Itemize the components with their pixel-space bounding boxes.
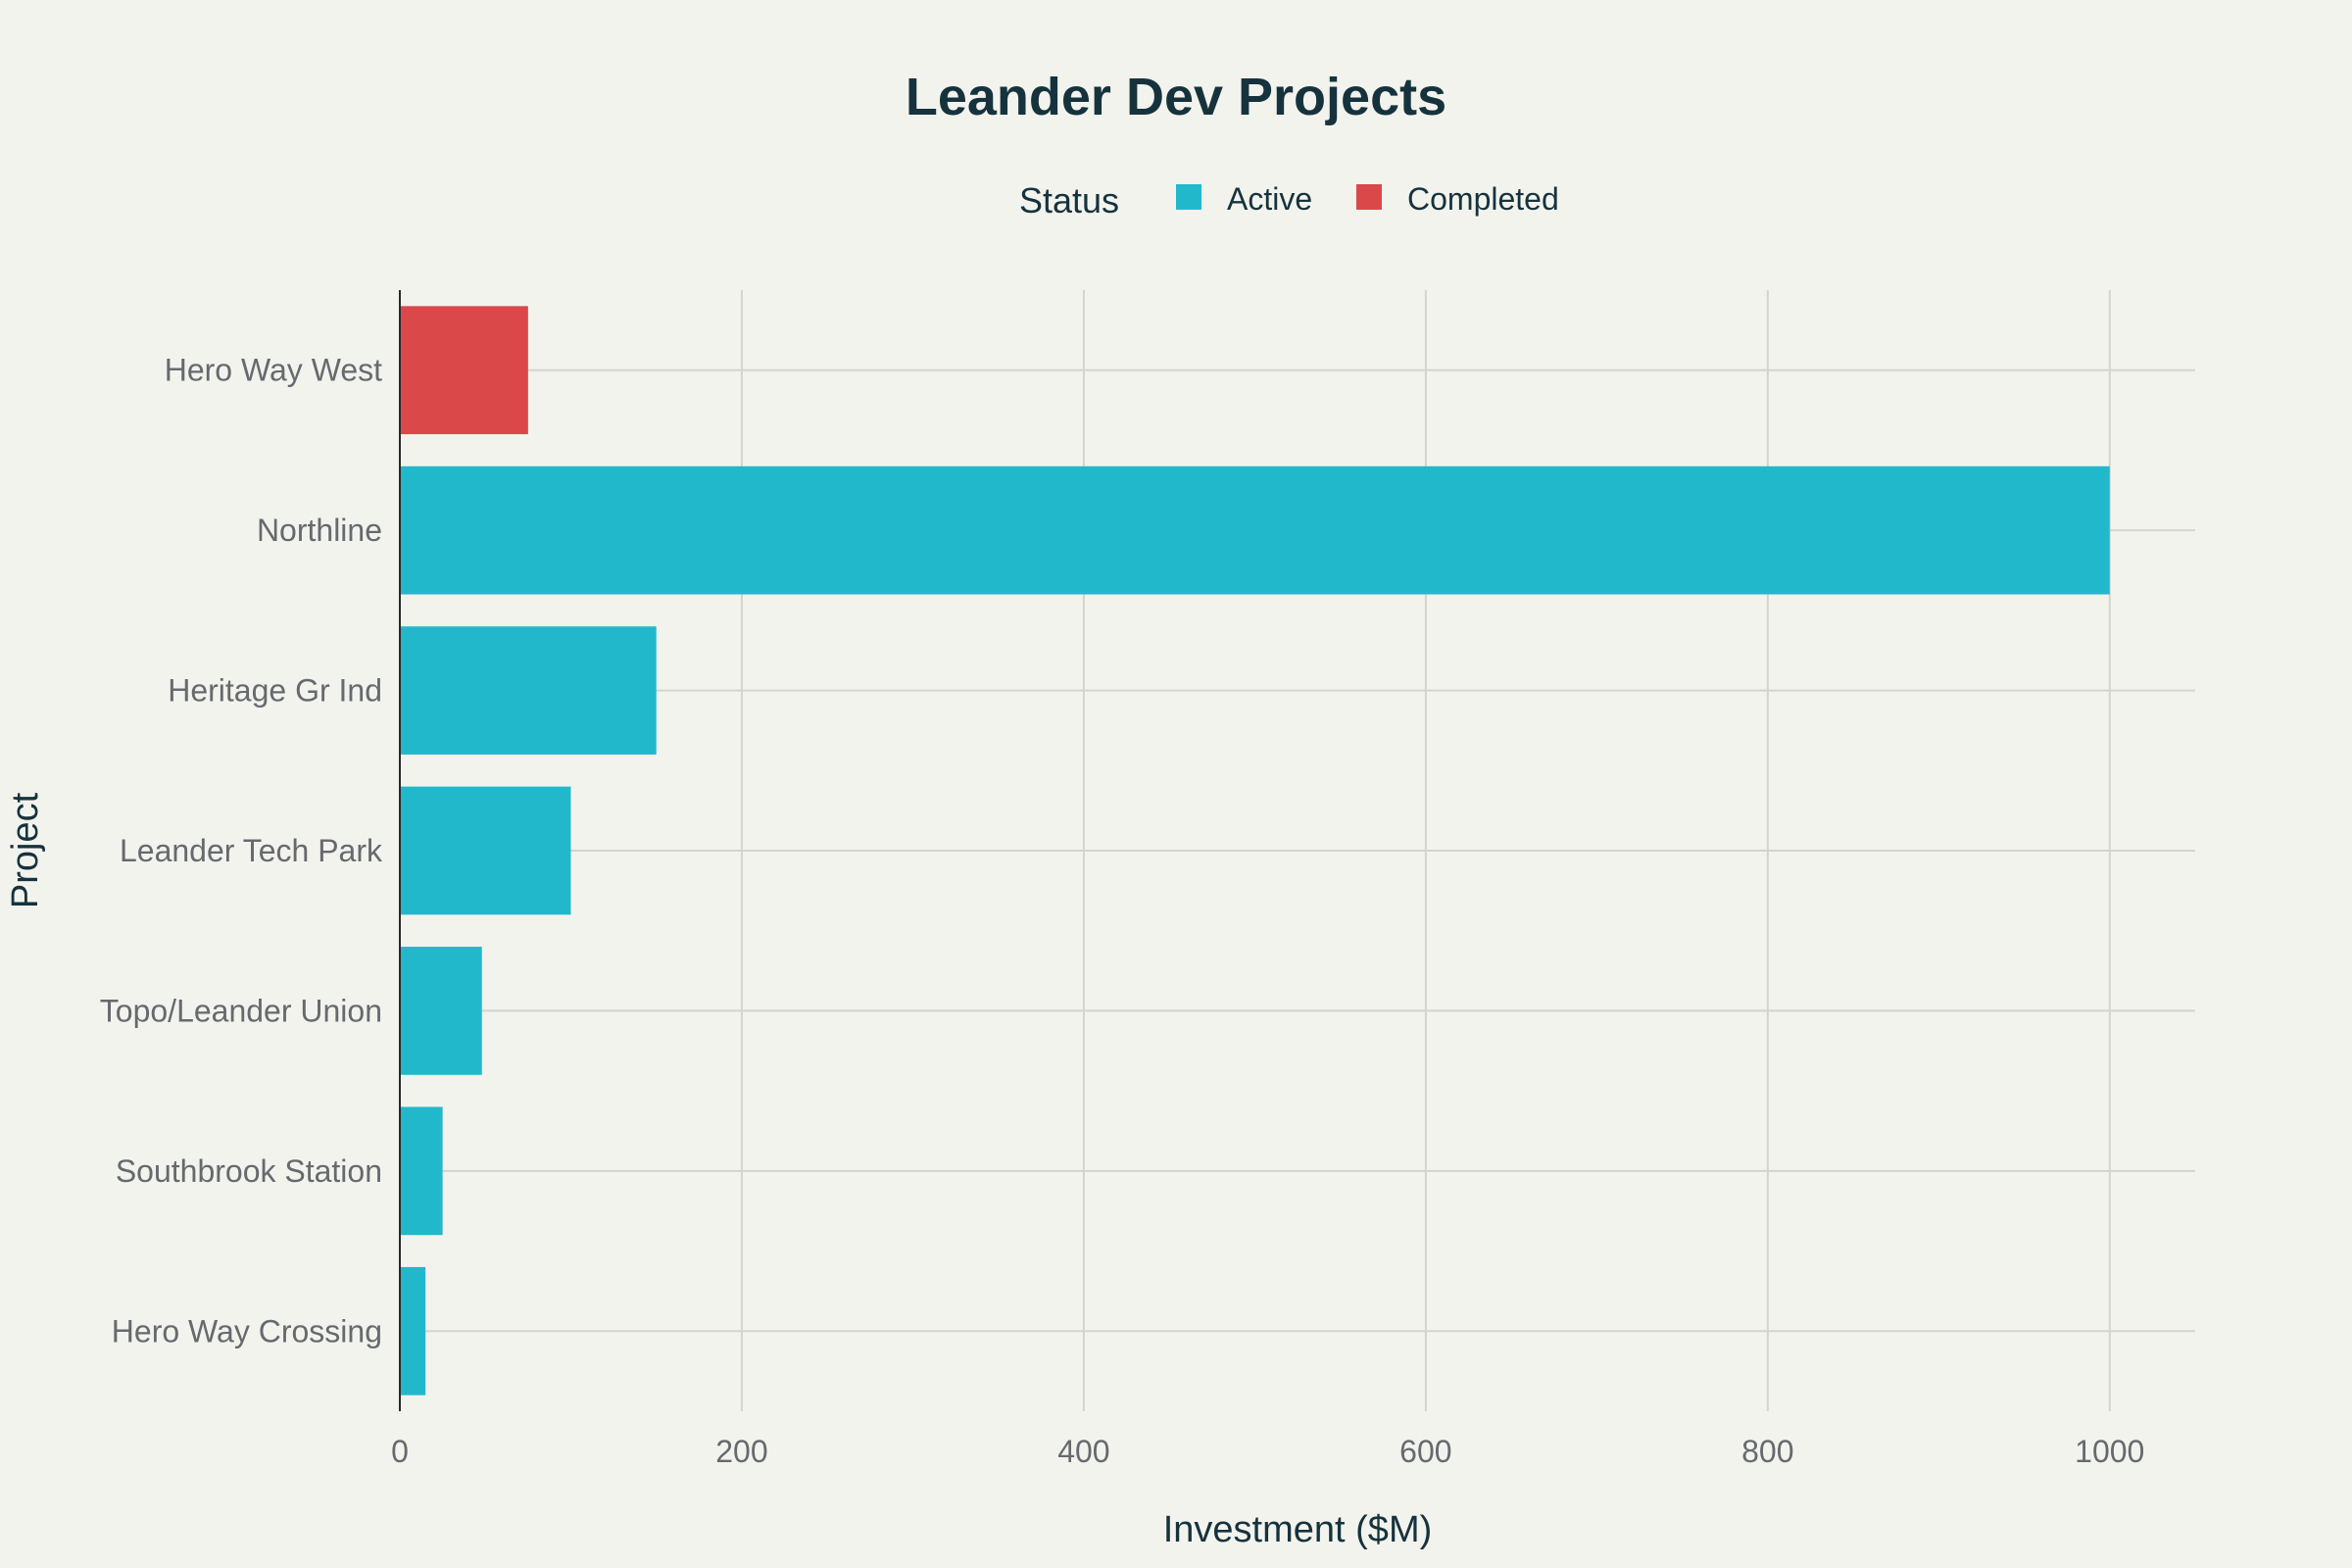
legend-swatch-active [1176, 184, 1201, 210]
bar-hero-way-crossing [400, 1266, 426, 1396]
legend-swatch-completed [1356, 184, 1382, 210]
bar-hero-way-west [400, 306, 528, 435]
y-axis-title: Project [5, 792, 46, 908]
bar-southbrook-station [400, 1106, 443, 1236]
y-tick-label-hero-way-crossing: Hero Way Crossing [112, 1313, 382, 1348]
chart-title: Leander Dev Projects [906, 68, 1446, 126]
y-tick-labels: Hero Way West Northline Heritage Gr Ind Lea… [100, 353, 383, 1349]
x-tick-label-600: 600 [1399, 1434, 1451, 1469]
x-axis-title: Investment ($M) [1163, 1509, 1433, 1550]
x-tick-label-1000: 1000 [2075, 1434, 2144, 1469]
bar-heritage-gr-ind [400, 626, 657, 755]
y-tick-label-northline: Northline [257, 513, 382, 548]
legend-title: Status [1019, 180, 1119, 220]
x-tick-label-0: 0 [391, 1434, 409, 1469]
x-tick-labels: 0 200 400 600 800 1000 [391, 1434, 2144, 1469]
y-tick-label-leander-tech-park: Leander Tech Park [120, 833, 383, 868]
y-tick-label-heritage-gr-ind: Heritage Gr Ind [168, 673, 382, 709]
bar-northline [400, 466, 2110, 595]
legend-label-active: Active [1227, 181, 1312, 217]
bar-topo-leander-union [400, 947, 482, 1075]
y-tick-label-topo-leander-union: Topo/Leander Union [100, 993, 382, 1028]
x-tick-label-200: 200 [715, 1434, 767, 1469]
y-tick-label-southbrook-station: Southbrook Station [116, 1153, 382, 1189]
legend-label-completed: Completed [1407, 181, 1559, 217]
bars [400, 306, 2110, 1396]
legend: Status Active Completed [1019, 180, 1559, 220]
y-tick-label-hero-way-west: Hero Way West [165, 353, 382, 388]
gridlines [400, 290, 2195, 1411]
x-tick-label-800: 800 [1741, 1434, 1793, 1469]
bar-leander-tech-park [400, 786, 571, 915]
x-tick-label-400: 400 [1057, 1434, 1109, 1469]
